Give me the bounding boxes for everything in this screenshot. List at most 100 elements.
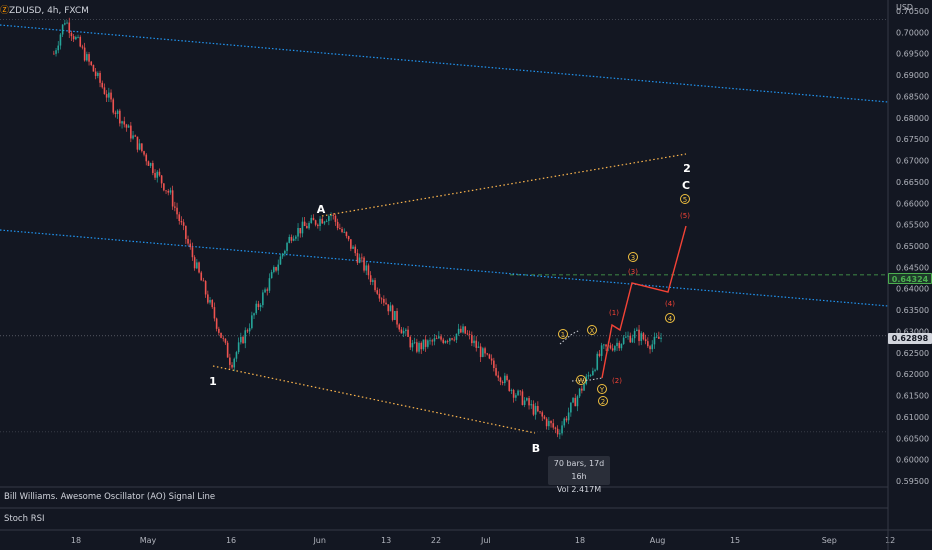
candle-body xyxy=(138,143,141,150)
candle-body xyxy=(438,336,440,339)
candle-body xyxy=(218,328,220,333)
wave-label: 5 xyxy=(683,196,687,204)
candle-body xyxy=(486,353,489,355)
candle-body xyxy=(556,428,559,435)
candle-body xyxy=(97,72,99,76)
candle-body xyxy=(376,290,379,294)
candle-body xyxy=(444,341,447,343)
candle-body xyxy=(70,33,73,37)
candle-body xyxy=(123,121,126,125)
candle-body xyxy=(561,425,563,434)
wave-label: (4) xyxy=(665,300,675,308)
candle-body xyxy=(61,24,64,35)
candle-body xyxy=(224,338,227,343)
marker-price-tag: 0.64324 xyxy=(888,273,932,284)
candle-body xyxy=(165,190,167,192)
candle-body xyxy=(446,341,449,342)
candle-body xyxy=(427,340,429,347)
wave-label: (3) xyxy=(628,268,638,276)
candle-body xyxy=(167,190,170,193)
candle-body xyxy=(321,218,324,224)
candle-body xyxy=(240,336,242,343)
wave-label: 1 xyxy=(561,331,565,339)
candle-body xyxy=(592,370,594,376)
candle-body xyxy=(460,328,462,333)
last-price-tag: 0.62898 xyxy=(888,333,932,344)
candle-body xyxy=(440,336,442,340)
wave-labels: 1 A B 2 C 5 (5) 3 (3) (4) 4 (1) (2) 1 X W Y 2 xyxy=(209,162,691,455)
candle-body xyxy=(275,267,277,271)
candle-body xyxy=(53,53,55,55)
candle-body xyxy=(413,342,416,344)
candle-body xyxy=(431,340,434,342)
candle-body xyxy=(398,324,401,330)
candle-body xyxy=(451,338,453,340)
candle-body xyxy=(416,342,418,352)
candle-body xyxy=(534,406,537,415)
candle-body xyxy=(528,398,530,406)
candle-body xyxy=(515,395,517,398)
candle-body xyxy=(198,262,200,273)
candle-body xyxy=(442,339,445,343)
candle-body xyxy=(385,302,387,305)
candle-body xyxy=(618,342,621,349)
y-tick-label: 0.62500 xyxy=(896,349,929,358)
candle-body xyxy=(251,315,253,329)
candle-body xyxy=(125,124,128,128)
candle-body xyxy=(248,328,251,332)
candle-body xyxy=(174,206,176,208)
projected-impulse-path xyxy=(601,225,687,379)
y-tick-label: 0.70500 xyxy=(896,7,929,16)
candle-body xyxy=(545,418,548,427)
symbol-title[interactable]: ⓏZDUSD, 4h, FXCM xyxy=(0,3,89,16)
candle-body xyxy=(488,354,491,359)
candle-body xyxy=(158,171,161,176)
candle-body xyxy=(176,207,178,215)
wave-label-circle xyxy=(576,375,586,385)
candle-body xyxy=(499,377,502,382)
candle-body xyxy=(405,329,407,332)
candle-body xyxy=(312,217,315,221)
candle-body xyxy=(141,143,143,152)
candle-body xyxy=(396,311,398,325)
candle-body xyxy=(532,404,535,415)
candle-body xyxy=(279,256,282,265)
candle-body xyxy=(343,231,346,233)
candle-body xyxy=(482,348,484,357)
candle-body xyxy=(539,411,541,413)
candle-body xyxy=(299,227,302,234)
candle-body xyxy=(422,339,425,350)
candle-body xyxy=(548,420,550,427)
candle-body xyxy=(237,342,240,353)
candle-body xyxy=(160,175,163,184)
trend-lines xyxy=(0,24,889,307)
candle-body xyxy=(651,344,654,350)
candle-body xyxy=(116,110,119,114)
candle-body xyxy=(297,227,299,237)
y-tick-label: 0.67500 xyxy=(896,135,929,144)
candle-body xyxy=(418,342,420,352)
candle-body xyxy=(187,238,189,244)
y-tick-label: 0.64500 xyxy=(896,263,929,272)
x-tick-label: 18 xyxy=(575,536,585,545)
candle-body xyxy=(455,333,458,340)
candle-body xyxy=(211,300,214,308)
y-tick-label: 0.63000 xyxy=(896,327,929,336)
wave-label: 2 xyxy=(683,162,691,175)
candle-body xyxy=(268,278,271,291)
candlesticks[interactable] xyxy=(53,17,662,440)
candle-body xyxy=(88,54,90,62)
y-tick-label: 0.62000 xyxy=(896,370,929,379)
ao-indicator-label[interactable]: Bill Williams. Awesome Oscillator (AO) S… xyxy=(4,492,216,502)
candle-body xyxy=(262,292,264,306)
candle-body xyxy=(246,330,249,332)
candle-body xyxy=(517,390,519,396)
candle-body xyxy=(130,125,132,139)
candle-body xyxy=(220,332,222,338)
candle-body xyxy=(475,340,478,348)
stoch-rsi-label[interactable]: Stoch RSI xyxy=(4,514,45,524)
candle-body xyxy=(147,161,150,166)
candle-body xyxy=(658,336,660,339)
candle-body xyxy=(550,420,552,424)
